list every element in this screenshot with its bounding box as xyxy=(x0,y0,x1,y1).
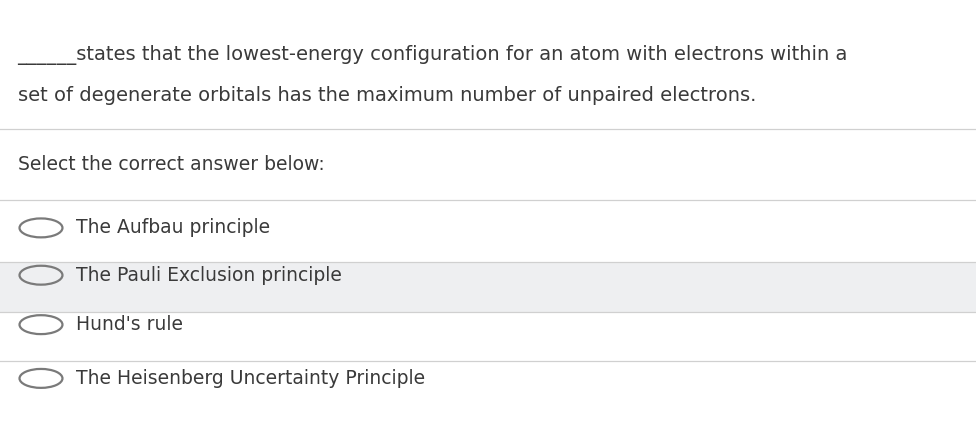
Text: ______states that the lowest-energy configuration for an atom with electrons wit: ______states that the lowest-energy conf… xyxy=(18,45,848,65)
Text: The Heisenberg Uncertainty Principle: The Heisenberg Uncertainty Principle xyxy=(76,369,426,388)
Text: Select the correct answer below:: Select the correct answer below: xyxy=(18,155,324,174)
FancyBboxPatch shape xyxy=(0,262,976,312)
Text: The Pauli Exclusion principle: The Pauli Exclusion principle xyxy=(76,266,342,285)
Text: set of degenerate orbitals has the maximum number of unpaired electrons.: set of degenerate orbitals has the maxim… xyxy=(18,86,756,105)
Text: The Aufbau principle: The Aufbau principle xyxy=(76,218,270,237)
Text: Hund's rule: Hund's rule xyxy=(76,315,183,334)
